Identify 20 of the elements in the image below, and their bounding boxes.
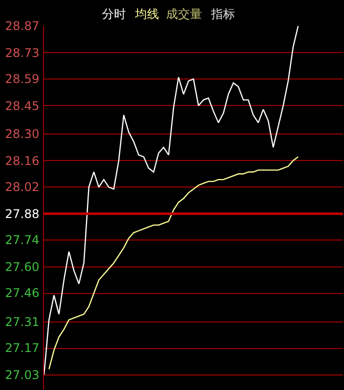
- text: 均线: [134, 7, 159, 21]
- y-tick-label: 28.59: [5, 72, 40, 86]
- y-tick-label: 28.16: [5, 154, 40, 168]
- y-tick-label: 28.30: [5, 127, 40, 141]
- y-tick-label: 27.31: [5, 315, 40, 329]
- y-tick-label: 27.03: [5, 368, 40, 382]
- y-tick-label: 28.45: [5, 99, 40, 113]
- y-tick-label: 27.88: [5, 207, 40, 221]
- y-tick-label: 27.74: [5, 233, 40, 247]
- y-tick-label: 27.17: [5, 341, 40, 355]
- text: 分时: [102, 7, 126, 21]
- y-tick-label: 28.87: [5, 19, 40, 33]
- text: 成交量: [166, 7, 202, 21]
- y-tick-label: 27.46: [5, 286, 40, 300]
- line-series: [44, 26, 299, 376]
- y-tick-label: 27.60: [5, 260, 40, 274]
- line-series: [48, 156, 299, 370]
- text: 指标: [210, 7, 235, 21]
- y-tick-label: 28.02: [5, 180, 40, 194]
- y-tick-label: 28.73: [5, 46, 40, 60]
